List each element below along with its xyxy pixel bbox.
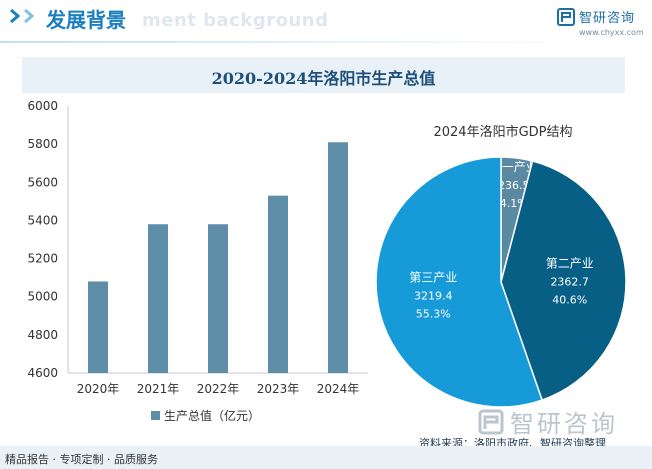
y-tick-label: 5800 — [27, 137, 58, 151]
section-ghost-title: ment background — [142, 10, 329, 31]
footer-watermark: 智研咨询 — [478, 404, 618, 439]
slice-label: 第二产业 — [546, 256, 594, 270]
slice-label: 第三产业 — [409, 270, 457, 284]
x-tick-label: 2024年 — [317, 382, 360, 396]
brand-logo: 智研咨询 — [557, 7, 635, 26]
footer-watermark-text: 智研咨询 — [510, 410, 618, 438]
brand-name: 智研咨询 — [579, 11, 636, 26]
chevron-right-icon — [24, 8, 35, 24]
bar — [208, 224, 228, 373]
y-tick-label: 5200 — [27, 252, 58, 266]
y-tick-label: 5400 — [27, 213, 58, 227]
y-tick-label: 5000 — [27, 290, 58, 304]
chevron-right-icon — [10, 8, 21, 24]
chart-title: 2020-2024年洛阳市生产总值 — [211, 69, 436, 88]
x-tick-label: 2021年 — [137, 382, 180, 396]
brand-site: www.chyxx.com — [579, 28, 644, 37]
footer-slogan: 精品报告 · 专项定制 · 品质服务 — [5, 453, 158, 466]
pie-title: 2024年洛阳市GDP结构 — [433, 124, 572, 140]
y-tick-label: 4600 — [27, 366, 58, 380]
slice-percent: 55.3% — [416, 307, 451, 320]
y-tick-label: 5600 — [27, 175, 58, 189]
x-tick-label: 2023年 — [257, 382, 300, 396]
x-tick-label: 2022年 — [197, 382, 240, 396]
bar — [268, 195, 288, 373]
header-divider — [0, 41, 580, 43]
bar — [328, 142, 348, 373]
bar — [88, 281, 108, 373]
chart-title-band: 2020-2024年洛阳市生产总值 — [22, 57, 625, 93]
x-tick-label: 2020年 — [77, 382, 120, 396]
brand-logo-icon — [478, 409, 504, 434]
pie-slice — [500, 160, 627, 402]
slice-value: 236.5 — [498, 179, 530, 192]
bar-chart: 4600 4800 5000 5200 5400 5600 5800 6000 2020年 202… — [27, 99, 368, 423]
bar — [148, 224, 168, 373]
y-tick-label: 4800 — [27, 328, 58, 342]
y-tick-label: 6000 — [27, 99, 58, 113]
pie-slice — [375, 156, 544, 408]
pie-chart: 2024年洛阳市GDP结构第一产业236.54.1%第二产业2362.740.6… — [375, 124, 627, 408]
slice-value: 2362.7 — [550, 275, 589, 288]
legend-swatch — [151, 411, 160, 420]
section-title: 发展背景 — [46, 8, 126, 32]
page-header: 发展背景 ment background 智研咨询 www.chyxx.com — [0, 0, 652, 44]
slice-value: 3219.4 — [414, 289, 453, 302]
legend-label: 生产总值（亿元） — [164, 408, 260, 423]
brand-logo-icon — [557, 7, 575, 26]
slice-percent: 40.6% — [552, 293, 587, 306]
footer-bar: 精品报告 · 专项定制 · 品质服务 — [0, 446, 652, 469]
